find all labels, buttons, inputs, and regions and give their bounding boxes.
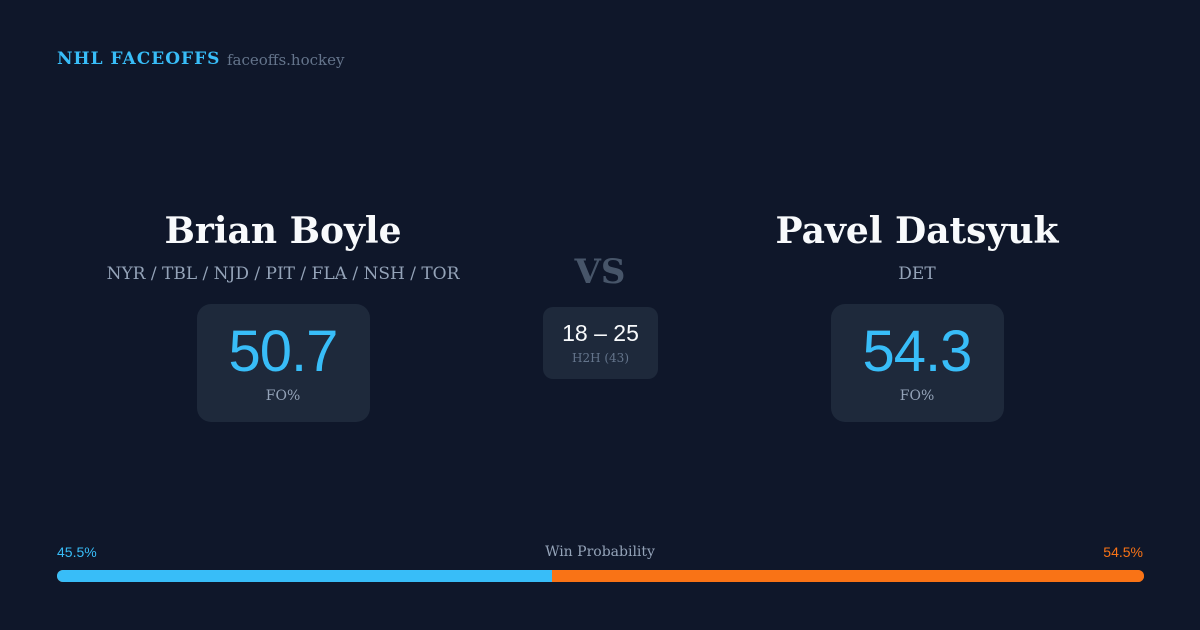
faceoff-stat-box: 54.3 FO%	[830, 304, 1004, 422]
faceoff-label: FO%	[899, 388, 935, 404]
site-domain: faceoffs.hockey	[227, 51, 345, 69]
player-card-right: Pavel Datsyuk DET 54.3 FO%	[687, 205, 1147, 422]
faceoff-stat-box: 50.7 FO%	[196, 304, 370, 422]
win-probability-right: 54.5%	[1103, 544, 1143, 560]
win-probability-right-segment	[551, 570, 1144, 582]
player-card-left: Brian Boyle NYR / TBL / NJD / PIT / FLA …	[53, 205, 513, 422]
faceoff-percentage: 54.3	[862, 319, 973, 384]
head-to-head-label: H2H (43)	[571, 351, 629, 365]
head-to-head-box: 18 – 25 H2H (43)	[543, 307, 658, 379]
win-probability-left-segment	[57, 570, 552, 582]
player-teams: DET	[898, 264, 936, 284]
faceoff-percentage: 50.7	[228, 319, 339, 384]
player-teams: NYR / TBL / NJD / PIT / FLA / NSH / TOR	[106, 264, 460, 284]
win-probability-label: Win Probability	[545, 544, 655, 560]
versus-label: VS	[574, 252, 626, 292]
brand-title: NHL FACEOFFS	[57, 49, 221, 69]
win-probability-bar	[57, 570, 1144, 582]
player-name: Brian Boyle	[164, 210, 402, 252]
win-probability-left: 45.5%	[57, 544, 97, 560]
player-name: Pavel Datsyuk	[775, 210, 1059, 252]
head-to-head-score: 18 – 25	[562, 320, 639, 346]
faceoff-label: FO%	[265, 388, 301, 404]
